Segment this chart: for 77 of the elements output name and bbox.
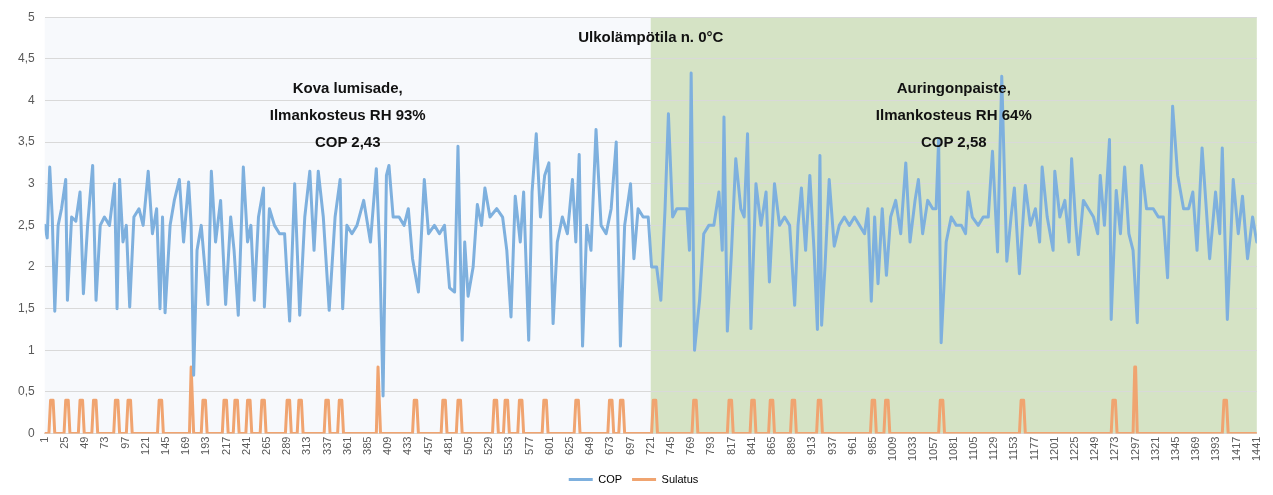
x-tick-label: 1321 bbox=[1148, 436, 1161, 462]
band-label: Auringonpaiste, Ilmankosteus RH 64% COP 2,58 bbox=[875, 79, 1032, 151]
x-tick-label: 73 bbox=[98, 436, 111, 449]
y-tick-label: 4 bbox=[27, 92, 35, 107]
x-tick-label: 1345 bbox=[1169, 436, 1182, 462]
x-tick-label: 1129 bbox=[987, 436, 1000, 461]
y-tick-label: 0,5 bbox=[17, 384, 35, 399]
x-tick-label: 1297 bbox=[1128, 436, 1141, 462]
x-tick-label: 673 bbox=[603, 436, 616, 455]
band-label: Kova lumisade, Ilmankosteus RH 93% COP 2,43 bbox=[269, 79, 426, 151]
x-tick-label: 1201 bbox=[1047, 436, 1060, 462]
x-tick-label: 961 bbox=[845, 436, 858, 455]
x-tick-label: 577 bbox=[522, 436, 535, 455]
x-tick-label: 1009 bbox=[886, 436, 899, 462]
y-tick-label: 0 bbox=[27, 425, 35, 440]
x-tick-label: 625 bbox=[562, 436, 575, 455]
x-tick-label: 145 bbox=[158, 436, 171, 455]
x-tick-label: 1 bbox=[37, 436, 50, 443]
x-tick-label: 985 bbox=[865, 436, 878, 455]
x-tick-label: 937 bbox=[825, 436, 838, 455]
x-tick-label: 241 bbox=[239, 436, 252, 455]
x-tick-label: 49 bbox=[78, 436, 91, 449]
y-tick-label: 3,5 bbox=[17, 134, 35, 149]
x-tick-label: 385 bbox=[360, 436, 373, 455]
y-tick-label: 1,5 bbox=[17, 300, 35, 315]
x-tick-label: 865 bbox=[764, 436, 777, 455]
x-tick-label: 841 bbox=[744, 436, 757, 455]
x-tick-label: 1153 bbox=[1007, 436, 1020, 461]
y-tick-label: 4,5 bbox=[17, 51, 35, 66]
y-tick-label: 1 bbox=[27, 342, 35, 357]
x-tick-label: 1225 bbox=[1068, 436, 1081, 462]
x-tick-label: 121 bbox=[138, 436, 151, 455]
x-tick-label: 409 bbox=[381, 436, 394, 455]
x-tick-label: 913 bbox=[805, 436, 818, 455]
text: Ulkolämpötila n. 0°C bbox=[578, 28, 724, 46]
x-tick-label: 217 bbox=[219, 436, 232, 455]
x-tick-label: 337 bbox=[320, 436, 333, 455]
x-tick-label: 1081 bbox=[946, 436, 959, 462]
x-tick-label: 817 bbox=[724, 436, 737, 455]
y-tick-label: 3 bbox=[27, 176, 35, 191]
legend-label: Sulatus bbox=[661, 472, 699, 485]
x-tick-label: 553 bbox=[502, 436, 515, 455]
x-tick-label: 1177 bbox=[1027, 436, 1040, 461]
x-tick-label: 1057 bbox=[926, 436, 939, 462]
x-tick-label: 1441 bbox=[1249, 436, 1262, 462]
x-tick-label: 769 bbox=[684, 436, 697, 455]
x-tick-label: 289 bbox=[280, 436, 293, 455]
x-tick-label: 721 bbox=[643, 436, 656, 455]
y-tick-label: 5 bbox=[27, 9, 35, 24]
x-tick-label: 361 bbox=[340, 436, 353, 455]
x-tick-label: 505 bbox=[461, 436, 474, 455]
y-tick-label: 2,5 bbox=[17, 217, 35, 232]
x-tick-label: 889 bbox=[785, 436, 798, 455]
x-tick-label: 697 bbox=[623, 436, 636, 455]
x-tick-label: 97 bbox=[118, 436, 131, 449]
x-tick-label: 1105 bbox=[967, 436, 979, 461]
x-tick-label: 529 bbox=[482, 436, 495, 455]
y-tick-label: 2 bbox=[27, 259, 35, 274]
x-tick-label: 313 bbox=[300, 436, 313, 455]
x-tick-label: 1417 bbox=[1229, 436, 1242, 462]
x-tick-label: 265 bbox=[259, 436, 272, 455]
x-tick-label: 1369 bbox=[1189, 436, 1202, 462]
x-tick-label: 1249 bbox=[1088, 436, 1101, 462]
x-tick-label: 481 bbox=[441, 436, 454, 455]
x-tick-label: 745 bbox=[663, 436, 676, 455]
x-tick-label: 25 bbox=[57, 436, 70, 449]
x-tick-label: 169 bbox=[179, 436, 192, 455]
x-tick-label: 1273 bbox=[1108, 436, 1121, 462]
x-tick-label: 193 bbox=[199, 436, 212, 455]
x-tick-label: 793 bbox=[704, 436, 717, 455]
x-tick-label: 457 bbox=[421, 436, 434, 455]
legend-label: COP bbox=[598, 472, 623, 485]
x-tick-label: 1033 bbox=[906, 436, 919, 462]
x-tick-label: 601 bbox=[542, 436, 555, 455]
x-tick-label: 649 bbox=[583, 436, 596, 455]
x-tick-label: 433 bbox=[401, 436, 414, 455]
x-tick-label: 1393 bbox=[1209, 436, 1222, 462]
